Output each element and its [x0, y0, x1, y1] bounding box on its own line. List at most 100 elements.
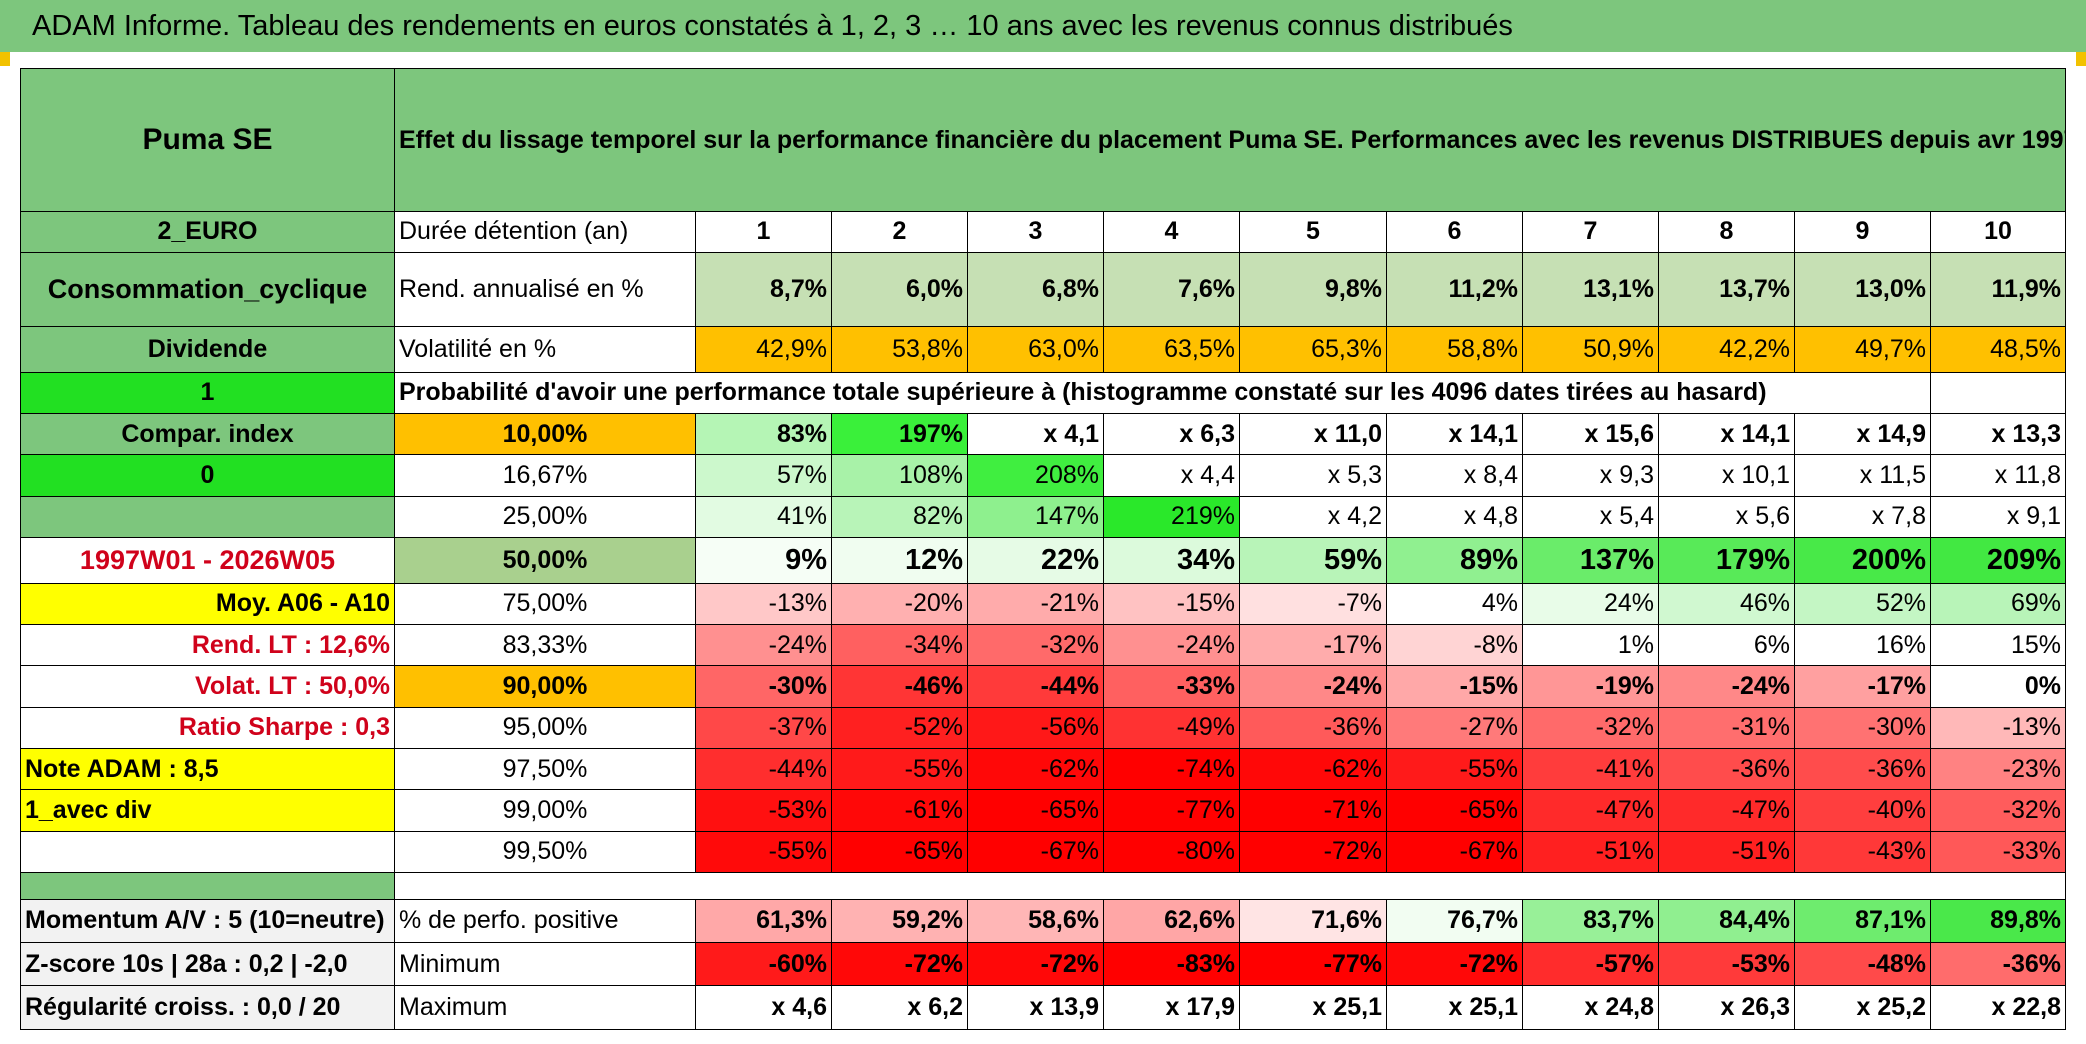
prob-value: x 8,4 [1386, 454, 1523, 497]
min-value: -72% [1386, 942, 1523, 987]
prob-value: -8% [1386, 623, 1523, 667]
prob-value: -71% [1239, 789, 1387, 832]
pos-value: 71,6% [1239, 898, 1387, 944]
year-header: 10 [1929, 210, 2067, 253]
prob-value: x 4,2 [1239, 495, 1387, 539]
prob-value: 69% [1929, 582, 2067, 625]
min-value: -72% [831, 942, 968, 987]
prob-value: x 10,1 [1658, 454, 1795, 497]
bottom-row-label: % de perfo. positive [394, 898, 696, 944]
prob-value: x 14,1 [1658, 413, 1795, 456]
vol-value: 53,8% [831, 326, 968, 373]
prob-value: -52% [831, 706, 968, 749]
moy-label: Moy. A06 - A10 [20, 582, 395, 625]
prob-value: 6% [1658, 623, 1795, 667]
prob-value: -32% [1929, 789, 2067, 832]
rend-lt-label: Rend. LT : 12,6% [20, 623, 395, 667]
rend-label: Rend. annualisé en % [394, 251, 696, 328]
table-row: 99,50% -55% -65% -67% -80% -72% -67% -51% -51% -4… [20, 830, 2067, 873]
prob-value: x 6,3 [1103, 413, 1240, 456]
pos-value: 59,2% [831, 898, 968, 944]
year-header: 8 [1658, 210, 1795, 253]
prob-value: 108% [831, 454, 968, 497]
bottom-left-label: Régularité croiss. : 0,0 / 20 [20, 985, 395, 1030]
threshold-cell: 50,00% [394, 537, 696, 584]
empty-label [20, 830, 395, 873]
prob-value: -17% [1794, 665, 1931, 708]
note-adam-label: Note ADAM : 8,5 [20, 747, 395, 791]
table-row: 1997W01 - 2026W05 50,00% 9% 12% 22% 34% 59% 89%… [20, 537, 2067, 584]
year-header: 4 [1103, 210, 1240, 253]
vol-value: 49,7% [1794, 326, 1931, 373]
prob-value: -21% [967, 582, 1104, 625]
prob-value: -65% [1386, 789, 1523, 832]
vol-value: 48,5% [1929, 326, 2067, 373]
prob-value: x 5,6 [1658, 495, 1795, 539]
prob-value: -43% [1794, 830, 1931, 873]
prob-value: -24% [695, 623, 832, 667]
rend-value: 6,8% [967, 251, 1104, 328]
prob-value: -53% [695, 789, 832, 832]
prob-value: -24% [1103, 623, 1240, 667]
prob-value: -23% [1929, 747, 2067, 791]
prob-value: 34% [1103, 537, 1240, 584]
prob-value: -47% [1522, 789, 1659, 832]
duree-label: Durée détention (an) [394, 210, 696, 253]
flag-zero: 0 [20, 454, 395, 497]
prob-value: x 5,4 [1522, 495, 1659, 539]
max-value: x 4,6 [695, 985, 832, 1030]
compar-index-label: Compar. index [20, 413, 395, 456]
prob-value: -61% [831, 789, 968, 832]
prob-value: x 14,1 [1386, 413, 1523, 456]
prob-value: -33% [1929, 830, 2067, 873]
prob-value: -30% [1794, 706, 1931, 749]
vol-value: 42,9% [695, 326, 832, 373]
max-value: x 25,1 [1386, 985, 1523, 1030]
prob-value: 82% [831, 495, 968, 539]
prob-value: -15% [1386, 665, 1523, 708]
performance-table: Puma SE Effet du lissage temporel sur la… [20, 68, 2067, 1030]
prob-value: -47% [1658, 789, 1795, 832]
year-header: 6 [1386, 210, 1523, 253]
max-value: x 25,1 [1239, 985, 1387, 1030]
threshold-cell: 97,50% [394, 747, 696, 791]
max-value: x 13,9 [967, 985, 1104, 1030]
currency-label: 2_EURO [20, 210, 395, 253]
prob-value: 197% [831, 413, 968, 456]
year-header: 5 [1239, 210, 1387, 253]
table-row: Note ADAM : 8,5 97,50% -44% -55% -62% -74% -62… [20, 747, 2067, 791]
min-value: -72% [967, 942, 1104, 987]
prob-value: 22% [967, 537, 1104, 584]
prob-value: -17% [1239, 623, 1387, 667]
prob-value: -80% [1103, 830, 1240, 873]
prob-value: -37% [695, 706, 832, 749]
rend-value: 13,1% [1522, 251, 1659, 328]
min-value: -60% [695, 942, 832, 987]
pos-value: 83,7% [1522, 898, 1659, 944]
bottom-row-label: Maximum [394, 985, 696, 1030]
prob-value: -36% [1794, 747, 1931, 791]
probability-caption: Probabilité d'avoir une performance tota… [394, 371, 1795, 415]
threshold-cell: 95,00% [394, 706, 696, 749]
prob-value: x 9,1 [1929, 495, 2067, 539]
prob-value: -65% [967, 789, 1104, 832]
year-header: 1 [695, 210, 832, 253]
prob-value: -67% [967, 830, 1104, 873]
resize-handle-right [2076, 52, 2086, 66]
prob-value: 9% [695, 537, 832, 584]
prob-value: -65% [831, 830, 968, 873]
threshold-cell: 10,00% [394, 413, 696, 456]
prob-value: -67% [1386, 830, 1523, 873]
prob-value: 59% [1239, 537, 1387, 584]
prob-value: x 5,3 [1239, 454, 1387, 497]
prob-value: 89% [1386, 537, 1523, 584]
prob-value: -32% [967, 623, 1104, 667]
prob-value: x 4,4 [1103, 454, 1240, 497]
prob-value: -51% [1522, 830, 1659, 873]
prob-value: x 11,5 [1794, 454, 1931, 497]
table-row: Ratio Sharpe : 0,3 95,00% -37% -52% -56% -49%… [20, 706, 2067, 749]
threshold-cell: 99,50% [394, 830, 696, 873]
bottom-left-label: Z-score 10s | 28a : 0,2 | -2,0 [20, 942, 395, 987]
year-header: 7 [1522, 210, 1659, 253]
prob-value: -51% [1658, 830, 1795, 873]
